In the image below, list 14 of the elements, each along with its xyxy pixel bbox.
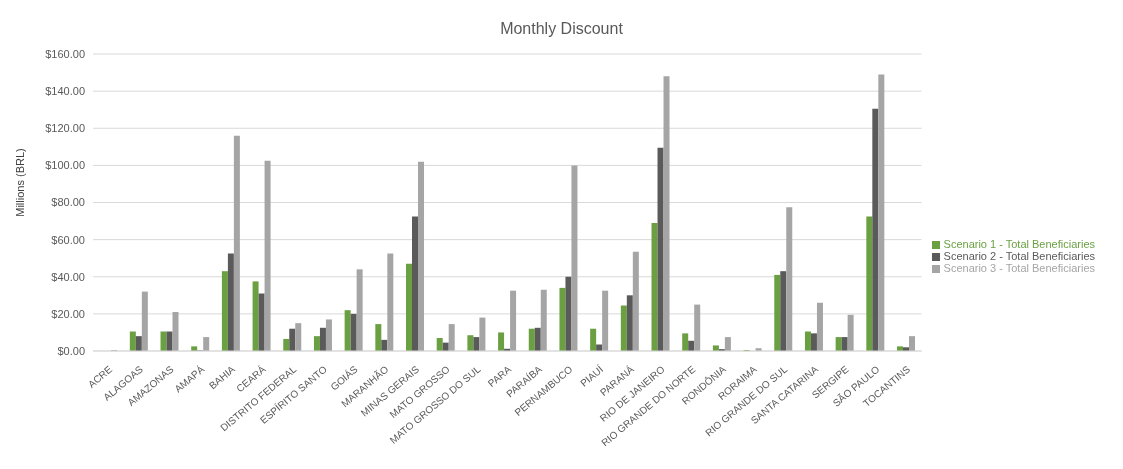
y-axis-title: Millions (BRL): [13, 148, 26, 217]
legend-label: Scenario 1 - Total Beneficiaries: [943, 237, 1095, 250]
y-tick-label: $80.00: [51, 196, 85, 209]
y-tick-label: $40.00: [51, 270, 85, 283]
y-tick-label: $60.00: [51, 233, 85, 246]
y-tick-label: $20.00: [51, 307, 85, 320]
y-tick-label: $140.00: [45, 85, 85, 98]
legend-label: Scenario 2 - Total Beneficiaries: [943, 249, 1095, 262]
y-tick-label: $0.00: [57, 344, 85, 357]
y-tick-label: $120.00: [45, 122, 85, 135]
legend-label: Scenario 3 - Total Beneficiaries: [943, 261, 1095, 274]
chart-title: Monthly Discount: [500, 20, 623, 37]
y-tick-label: $100.00: [45, 159, 85, 172]
y-tick-label: $160.00: [45, 47, 85, 60]
